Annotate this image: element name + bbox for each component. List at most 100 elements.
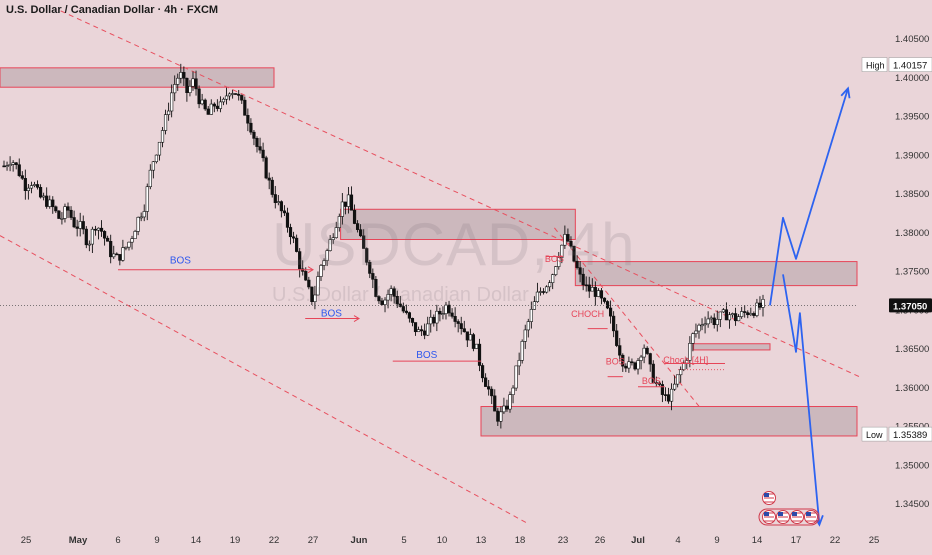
candle-body — [136, 216, 140, 232]
candle-body — [325, 250, 329, 261]
structure-arrow — [307, 266, 314, 274]
candle-body — [584, 284, 588, 287]
time-tick-label: 4 — [675, 535, 680, 546]
channel-trendline — [0, 235, 529, 525]
candle-body — [51, 199, 55, 208]
price-tick-label: 1.40000 — [895, 73, 929, 84]
price-tick-label: 1.36500 — [895, 344, 929, 355]
supply-demand-zone — [0, 67, 275, 88]
candle-body — [371, 273, 375, 280]
candle-body — [700, 324, 704, 327]
candle-body — [32, 184, 37, 186]
time-tick-label: 22 — [269, 535, 280, 546]
candle-body — [724, 309, 729, 321]
candle-body — [444, 304, 448, 314]
time-tick-label: Jun — [351, 535, 368, 546]
structure-arrow — [353, 315, 360, 322]
candle-body — [642, 347, 646, 358]
candle-body — [42, 195, 46, 198]
price-tick-label: 1.39000 — [895, 150, 929, 161]
candle-body — [538, 291, 543, 293]
supply-demand-zone — [480, 406, 858, 437]
symbol-title[interactable]: U.S. Dollar / Canadian Dollar · 4h · FXC… — [6, 4, 219, 16]
ca-flag-icon — [762, 510, 776, 524]
candle-body — [535, 291, 540, 303]
candle-body — [84, 228, 88, 246]
candle-body — [624, 365, 628, 369]
candle-body — [386, 294, 390, 301]
candle-body — [694, 330, 698, 335]
candle-body — [474, 343, 479, 349]
price-axis: 1.40500 1.40000 1.39500 1.39000 1.38500 1.380… — [861, 34, 932, 510]
candle-body — [362, 235, 366, 249]
structure-label: BOS — [321, 308, 342, 319]
candle-body — [669, 388, 674, 402]
candle-body — [441, 313, 445, 315]
us-flag-icon — [790, 510, 804, 524]
candle-body — [343, 201, 347, 207]
watermark-symbol: USDCAD, 4h — [272, 211, 636, 278]
candle-body — [410, 317, 415, 323]
candle-body — [273, 194, 277, 203]
candle-body — [666, 394, 671, 402]
candle-body — [749, 313, 753, 316]
candle-body — [54, 206, 58, 212]
flag-canton — [778, 512, 783, 516]
candle-body — [261, 149, 265, 159]
candle-body — [298, 251, 302, 270]
time-tick-label: 19 — [230, 535, 241, 546]
candle-body — [706, 318, 710, 325]
candle-body — [45, 195, 49, 207]
projections-layer — [0, 86, 857, 527]
candle-body — [727, 314, 732, 321]
candle-body — [75, 226, 79, 229]
candle-body — [639, 356, 643, 361]
candle-body — [304, 271, 308, 281]
candle-body — [737, 316, 741, 322]
candle-body — [295, 237, 299, 252]
time-tick-label: 17 — [791, 535, 802, 546]
current-price-badge — [889, 298, 932, 313]
candle-body — [316, 276, 320, 296]
candle-body — [651, 363, 655, 383]
candle-body — [310, 286, 314, 302]
candle-body — [118, 254, 122, 261]
time-tick-label: Jul — [631, 535, 645, 546]
candle-body — [462, 328, 466, 333]
candle-body — [733, 313, 738, 322]
time-tick-label: 25 — [869, 535, 880, 546]
candle-body — [740, 311, 744, 317]
flag-canton — [792, 512, 797, 516]
candle-body — [578, 267, 582, 275]
candle-body — [307, 279, 311, 288]
candle-body — [365, 248, 369, 263]
candle-body — [48, 199, 52, 207]
candle-body — [557, 257, 561, 267]
current-price-label: 1.37050 — [893, 301, 927, 312]
candle-body — [517, 360, 521, 367]
time-tick-label: 25 — [21, 535, 32, 546]
candle-body — [496, 410, 500, 422]
price-tick-label: 1.38000 — [895, 228, 929, 239]
candle-body — [541, 291, 546, 293]
candle-body — [282, 210, 287, 214]
low-tag-text: Low — [866, 430, 883, 440]
projection-path — [769, 88, 849, 306]
candle-body — [709, 317, 713, 320]
candle-body — [490, 388, 494, 397]
candle-body — [392, 288, 396, 297]
candle-body — [57, 210, 61, 219]
time-tick-label: 13 — [476, 535, 487, 546]
candle-body — [636, 360, 640, 370]
candle-body — [453, 316, 457, 322]
candle-body — [572, 245, 576, 262]
candle-body — [215, 105, 219, 109]
time-tick-label: 18 — [515, 535, 526, 546]
time-tick-label: 22 — [830, 535, 841, 546]
candle-body — [60, 218, 64, 220]
high-value-badge — [888, 57, 932, 72]
candle-body — [231, 93, 235, 95]
candle-body — [487, 386, 491, 390]
candle-body — [130, 238, 134, 243]
